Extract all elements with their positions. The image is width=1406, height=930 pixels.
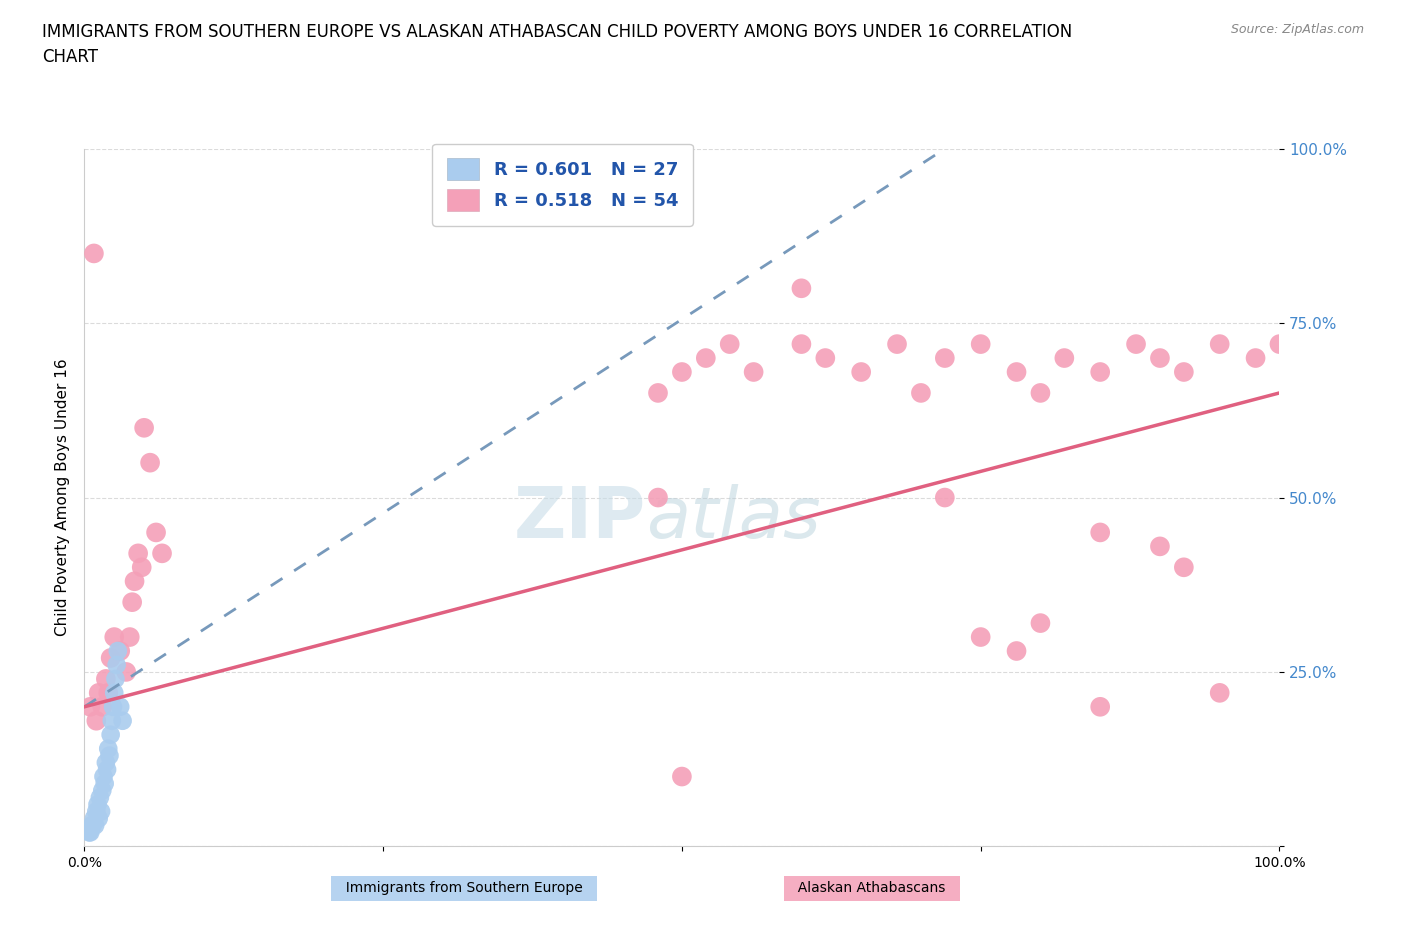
Point [103, 630, 125, 644]
Point [1029, 616, 1052, 631]
Point [91, 783, 114, 798]
Point [934, 490, 956, 505]
Point [814, 351, 837, 365]
Legend: R = 0.601   N = 27, R = 0.518   N = 54: R = 0.601 N = 27, R = 0.518 N = 54 [432, 144, 693, 226]
Point [790, 337, 813, 352]
Point [93, 776, 115, 790]
Point [1029, 386, 1052, 401]
Point [718, 337, 741, 352]
Text: IMMIGRANTS FROM SOUTHERN EUROPE VS ALASKAN ATHABASCAN CHILD POVERTY AMONG BOYS U: IMMIGRANTS FROM SOUTHERN EUROPE VS ALASK… [42, 23, 1073, 66]
Point [89, 790, 111, 805]
Point [1268, 337, 1291, 352]
Point [107, 644, 129, 658]
Point [1005, 644, 1028, 658]
Point [934, 351, 956, 365]
Point [79, 699, 101, 714]
Point [1005, 365, 1028, 379]
Point [910, 386, 932, 401]
Point [1088, 699, 1111, 714]
Point [132, 420, 156, 435]
Point [110, 699, 132, 714]
Point [1208, 685, 1230, 700]
Point [84, 713, 107, 728]
Point [82, 818, 104, 833]
Text: ZIP: ZIP [513, 484, 645, 553]
Text: Alaskan Athabascans: Alaskan Athabascans [789, 881, 955, 896]
Point [1053, 351, 1076, 365]
Point [83, 246, 105, 261]
Point [111, 713, 134, 728]
Point [83, 811, 105, 826]
Point [87, 811, 110, 826]
Point [1125, 337, 1147, 352]
Point [1149, 539, 1171, 554]
Point [94, 671, 117, 686]
Point [86, 797, 108, 812]
Point [671, 769, 693, 784]
Point [97, 741, 120, 756]
Point [101, 699, 124, 714]
Point [647, 490, 669, 505]
Point [84, 804, 107, 819]
Point [671, 365, 693, 379]
Point [98, 748, 121, 763]
Point [790, 281, 813, 296]
Point [100, 727, 122, 742]
Text: Immigrants from Southern Europe: Immigrants from Southern Europe [336, 881, 592, 896]
Point [118, 630, 141, 644]
Point [1173, 365, 1195, 379]
Point [84, 818, 107, 833]
Point [97, 685, 120, 700]
Point [1149, 351, 1171, 365]
Point [87, 685, 110, 700]
Point [94, 755, 117, 770]
Point [131, 560, 153, 575]
Point [1208, 337, 1230, 352]
Point [115, 665, 138, 680]
Point [742, 365, 765, 379]
Point [849, 365, 872, 379]
Point [91, 699, 114, 714]
Point [1088, 525, 1111, 540]
Point [150, 546, 173, 561]
Point [104, 671, 127, 686]
Point [101, 713, 124, 728]
Point [100, 651, 122, 666]
Point [121, 595, 143, 610]
Point [127, 546, 149, 561]
Text: atlas: atlas [645, 484, 821, 553]
Point [103, 685, 125, 700]
Text: Source: ZipAtlas.com: Source: ZipAtlas.com [1230, 23, 1364, 36]
Point [124, 574, 146, 589]
Point [96, 763, 118, 777]
Point [970, 337, 993, 352]
Y-axis label: Child Poverty Among Boys Under 16: Child Poverty Among Boys Under 16 [55, 359, 70, 636]
Point [1244, 351, 1267, 365]
Point [80, 818, 103, 833]
Point [139, 456, 162, 471]
Point [105, 658, 128, 672]
Point [1088, 365, 1111, 379]
Point [79, 825, 101, 840]
Point [110, 644, 132, 658]
Point [695, 351, 717, 365]
Point [886, 337, 908, 352]
Point [77, 825, 100, 840]
Point [93, 769, 115, 784]
Point [145, 525, 167, 540]
Point [90, 804, 112, 819]
Point [970, 630, 993, 644]
Point [1173, 560, 1195, 575]
Point [647, 386, 669, 401]
